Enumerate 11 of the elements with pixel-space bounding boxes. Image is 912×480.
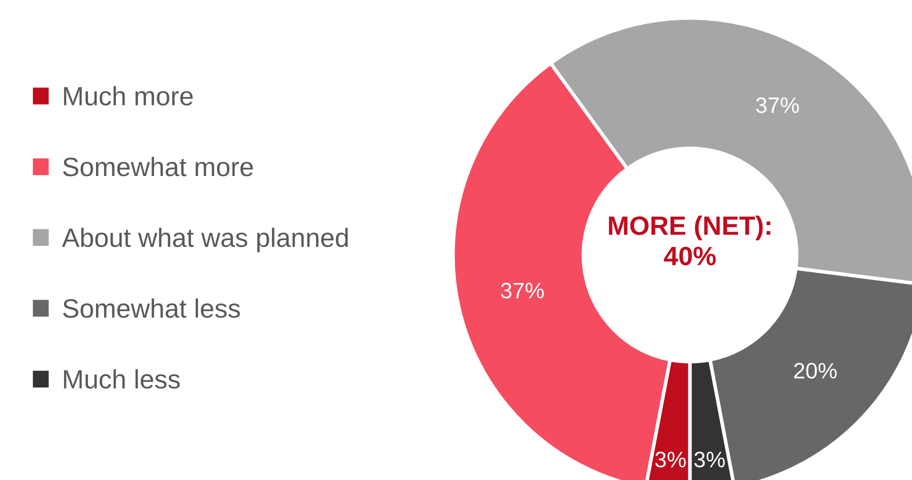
data-label: 37% (500, 282, 544, 298)
legend-label: Much more (64, 86, 193, 106)
text: MORE (NET): 40% (608, 216, 770, 266)
legend-label: Somewhat less (63, 298, 240, 318)
data-label: 20% (794, 362, 837, 379)
data-label: 3% (694, 452, 725, 468)
data-label: 3% (655, 452, 686, 468)
legend-label: About what was planned (62, 228, 348, 252)
data-label: 37% (756, 97, 799, 114)
legend-label: Somewhat more (63, 156, 253, 176)
legend-label: Much less (64, 369, 180, 389)
